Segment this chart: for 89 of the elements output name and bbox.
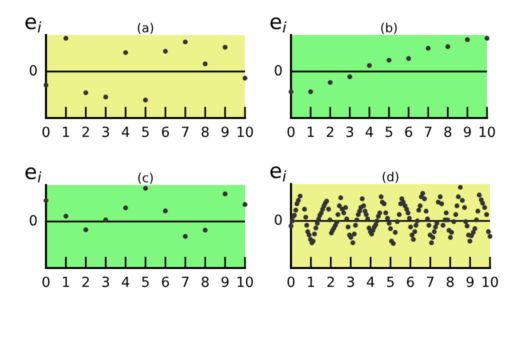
x-tick-label: 2	[326, 126, 334, 137]
point	[426, 46, 431, 51]
point	[83, 90, 88, 96]
text: 0	[274, 214, 282, 225]
point	[143, 186, 148, 191]
x-tick-label: 7	[182, 276, 189, 287]
y-axis-title: e$_{i}$	[25, 167, 42, 182]
point	[464, 37, 470, 42]
point	[182, 234, 188, 239]
x-tick-label: 5	[142, 126, 149, 138]
text: 0	[30, 215, 37, 226]
text: 0	[30, 65, 37, 76]
point	[44, 82, 48, 88]
text: 0	[274, 65, 282, 76]
x-tick-label: 6	[162, 276, 169, 288]
x-tick-label: 2	[82, 126, 89, 137]
x-tick-label: 1	[63, 126, 70, 137]
point	[103, 94, 108, 100]
point	[288, 89, 294, 94]
x-tick-label: 5	[142, 276, 149, 288]
x-tick-label: 9	[464, 126, 471, 138]
point	[445, 44, 450, 50]
y-axis-title: e$_{i}$	[270, 166, 286, 182]
x-tick-label: 1	[63, 276, 70, 287]
x-tick-label: 6	[162, 126, 169, 138]
x-tick-label: 8	[446, 276, 454, 288]
x-tick-label: 1	[308, 126, 314, 137]
x-tick-label: 5	[386, 126, 392, 138]
point	[44, 198, 48, 204]
point	[222, 192, 228, 196]
point	[202, 228, 208, 233]
point	[63, 36, 68, 41]
x-tick-label: 3	[347, 276, 354, 288]
x-tick-label: 4	[122, 276, 130, 287]
x-tick-label: 2	[82, 276, 89, 287]
point	[63, 214, 68, 219]
point	[162, 208, 168, 214]
point	[328, 80, 333, 85]
x-tick-label: 3	[102, 126, 110, 138]
x-tick-label: 6	[406, 276, 414, 288]
x-tick-label: 3	[102, 276, 110, 288]
point	[202, 61, 208, 66]
x-tick-label: 7	[182, 126, 189, 137]
point	[347, 74, 352, 80]
x-tick-label: 10	[480, 126, 495, 138]
x-tick-label: 9	[222, 126, 229, 138]
x-tick-label: 3	[346, 126, 354, 138]
point	[182, 40, 188, 44]
point	[83, 227, 88, 232]
x-tick-label: 7	[424, 126, 432, 137]
x-tick-label: 0	[287, 276, 294, 288]
point	[123, 50, 128, 55]
chart-title: (d)	[382, 172, 398, 183]
x-tick-label: 1	[308, 276, 314, 287]
x-tick-label: 9	[222, 276, 229, 288]
point	[242, 76, 248, 81]
x-tick-label: 4	[122, 126, 130, 137]
y-axis-title: e$_{i}$	[25, 17, 42, 32]
point	[222, 44, 228, 50]
x-tick-label: 10	[238, 126, 253, 138]
x-tick-label: 8	[202, 276, 209, 288]
chart-title: (a)	[138, 22, 154, 34]
chart-title: (b)	[381, 22, 397, 34]
x-tick-label: 8	[444, 126, 452, 138]
x-tick-label: 7	[427, 276, 434, 287]
x-tick-label: 4	[366, 126, 374, 137]
x-tick-label: 4	[366, 276, 374, 287]
point	[386, 58, 392, 63]
x-tick-label: 5	[387, 276, 394, 288]
point	[484, 36, 490, 41]
x-tick-label: 0	[42, 276, 50, 288]
x-tick-label: 8	[202, 126, 209, 138]
x-tick-label: 9	[466, 276, 474, 288]
x-tick-label: 10	[238, 276, 253, 288]
x-tick-label: 10	[482, 276, 498, 288]
point	[123, 206, 128, 210]
point	[406, 56, 412, 61]
point	[103, 217, 108, 222]
x-tick-label: 0	[42, 126, 50, 138]
x-tick-label: 2	[327, 276, 334, 287]
point	[366, 63, 372, 68]
chart-title: (c)	[138, 172, 153, 184]
x-tick-label: 0	[287, 126, 294, 138]
point	[242, 202, 248, 207]
point	[143, 98, 148, 102]
point	[308, 89, 314, 94]
x-tick-label: 6	[405, 126, 412, 138]
y-axis-title: e$_{i}$	[270, 17, 286, 32]
point	[162, 48, 168, 54]
